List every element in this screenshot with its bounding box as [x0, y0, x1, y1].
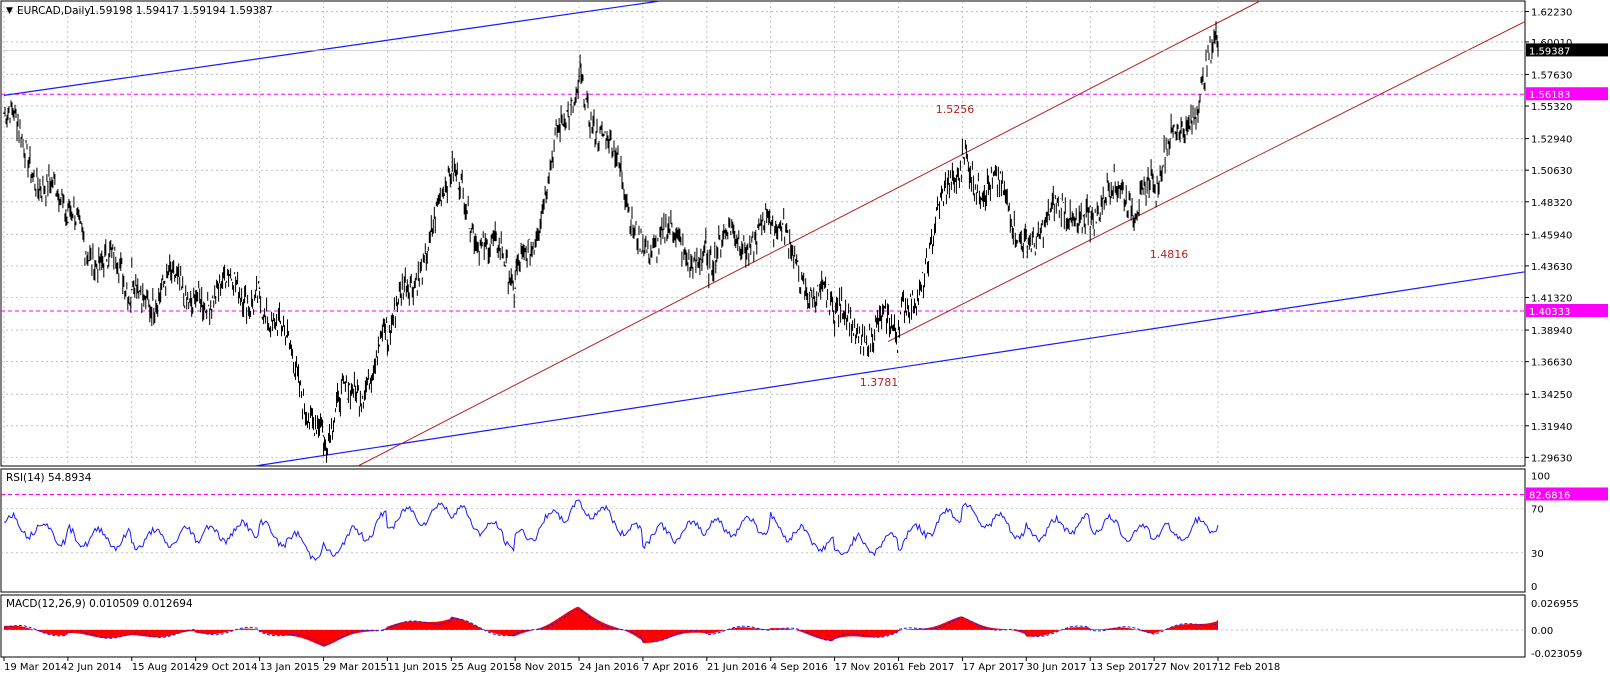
- time-tick-label: 19 Mar 2014: [4, 662, 67, 673]
- price-point: [67, 221, 69, 224]
- price-point: [130, 288, 133, 291]
- time-tick-label: 29 Mar 2015: [323, 662, 386, 673]
- rsi-tick-label: 30: [1531, 549, 1544, 560]
- price-tick-label: 1.50630: [1531, 166, 1572, 177]
- price-tick-label: 1.62230: [1531, 8, 1572, 19]
- price-point: [642, 234, 644, 236]
- price-axis: 1.62230 1.60010 1.57630 1.55320 1.52940 1.506…: [1525, 8, 1608, 464]
- time-tick-label: 4 Sep 2016: [771, 662, 828, 673]
- price-point: [258, 287, 261, 290]
- price-annotation: 1.5256: [936, 103, 975, 116]
- time-tick-label: 17 Nov 2016: [835, 662, 899, 673]
- rsi-axis: 100 70 30 0 82.6816: [1526, 471, 1608, 593]
- trendline-lower-blue[interactable]: [254, 271, 1526, 467]
- rsi-level-label: 82.6816: [1529, 490, 1570, 501]
- macd-pane[interactable]: [0, 594, 1526, 658]
- price-point: [386, 339, 389, 341]
- level-price-badge: [1526, 304, 1608, 318]
- macd-title: MACD(12,26,9) 0.010509 0.012694: [6, 598, 193, 610]
- price-point: [194, 290, 197, 292]
- time-tick-label: 2 Jun 2014: [68, 662, 122, 673]
- header-triangle-icon[interactable]: ▼: [6, 6, 13, 16]
- time-tick-label: 29 Oct 2014: [196, 662, 258, 673]
- symbol-label: EURCAD,Daily: [17, 5, 91, 17]
- rsi-level-badge: [1526, 487, 1608, 501]
- time-tick-label: 8 Nov 2015: [515, 662, 573, 673]
- price-point: [961, 153, 964, 155]
- time-tick-label: 13 Sep 2017: [1090, 662, 1153, 673]
- macd-tick-label: -0.023059: [1531, 649, 1582, 660]
- trendline-upper-blue[interactable]: [3, 0, 661, 96]
- price-point: [3, 112, 5, 114]
- time-tick-label: 12 Feb 2018: [1218, 662, 1280, 673]
- price-point: [1217, 49, 1219, 52]
- time-tick-label: 13 Jan 2015: [260, 662, 320, 673]
- price-point: [897, 335, 900, 337]
- price-pane[interactable]: [0, 0, 1526, 467]
- price-tick-label: 1.41320: [1531, 294, 1572, 305]
- price-series: [3, 21, 1219, 463]
- price-point: [1153, 186, 1155, 188]
- rsi-grid: [1, 493, 1525, 554]
- price-tick-label: 1.52940: [1531, 135, 1572, 146]
- price-point: [514, 287, 516, 290]
- price-tick-label: 1.43630: [1531, 262, 1572, 273]
- price-tick-label: 1.55320: [1531, 102, 1572, 113]
- ohlc-values: 1.59198 1.59417 1.59194 1.59387: [89, 5, 273, 17]
- price-point: [1025, 229, 1028, 232]
- price-grid: [1, 1, 1525, 466]
- price-annotation: 1.4816: [1150, 248, 1189, 261]
- price-overlays: [1, 0, 1526, 467]
- macd-tick-label: 0.00: [1531, 626, 1553, 637]
- rsi-tick-label: 0: [1531, 582, 1537, 593]
- macd-tick-label: 0.026955: [1531, 599, 1579, 610]
- current-price-badge: [1526, 43, 1608, 57]
- macd-series: [3, 606, 1218, 647]
- rsi-tick-label: 100: [1531, 471, 1550, 482]
- price-tick-label: 1.48320: [1531, 198, 1572, 209]
- price-point: [450, 182, 453, 184]
- time-tick-label: 11 Jun 2015: [387, 662, 447, 673]
- price-point: [769, 223, 772, 225]
- channel-line-upper[interactable]: [357, 0, 1261, 467]
- annotations: 1.5256 1.4816 1.3781: [860, 103, 1189, 389]
- price-point: [578, 75, 580, 78]
- price-tick-label: 1.45940: [1531, 230, 1572, 241]
- price-tick-label: 1.31940: [1531, 422, 1572, 433]
- price-tick-label: 1.38940: [1531, 326, 1572, 337]
- time-tick-label: 27 Nov 2017: [1154, 662, 1218, 673]
- time-tick-label: 7 Apr 2016: [643, 662, 698, 673]
- price-point: [706, 253, 708, 255]
- rsi-pane[interactable]: [0, 468, 1526, 593]
- macd-signal-line: [3, 608, 1217, 647]
- time-tick-label: 1 Feb 2017: [899, 662, 955, 673]
- price-tick-label: 1.60010: [1531, 38, 1572, 49]
- rsi-line: [4, 499, 1219, 562]
- level-price-badge: [1526, 87, 1608, 101]
- time-tick-label: 15 Aug 2014: [132, 662, 196, 673]
- time-tick-label: 25 Aug 2015: [451, 662, 515, 673]
- current-price-label: 1.59387: [1529, 46, 1570, 57]
- price-annotation: 1.3781: [860, 376, 899, 389]
- channel-line-lower[interactable]: [887, 21, 1526, 342]
- time-tick-label: 30 Jun 2017: [1026, 662, 1086, 673]
- rsi-series: [4, 499, 1219, 562]
- price-tick-label: 1.29630: [1531, 453, 1572, 464]
- level-price-label: 1.40333: [1529, 307, 1570, 318]
- time-tick-label: 24 Jan 2016: [579, 662, 639, 673]
- price-point: [833, 321, 836, 324]
- macd-axis: 0.026955 0.00 -0.023059: [1531, 599, 1582, 660]
- rsi-title: RSI(14) 54.8934: [6, 472, 92, 484]
- time-tick-label: 21 Jun 2016: [707, 662, 767, 673]
- price-tick-label: 1.36630: [1531, 358, 1572, 369]
- price-tick-label: 1.57630: [1531, 70, 1572, 81]
- time-axis: 19 Mar 2014 2 Jun 2014 15 Aug 2014 29 Oct 2…: [3, 657, 1280, 673]
- price-point: [322, 435, 325, 437]
- level-price-label: 1.56183: [1529, 90, 1570, 101]
- price-point: [1089, 205, 1092, 207]
- price-tick-label: 1.34250: [1531, 390, 1572, 401]
- rsi-tick-label: 70: [1531, 505, 1544, 516]
- time-tick-label: 17 Apr 2017: [962, 662, 1024, 673]
